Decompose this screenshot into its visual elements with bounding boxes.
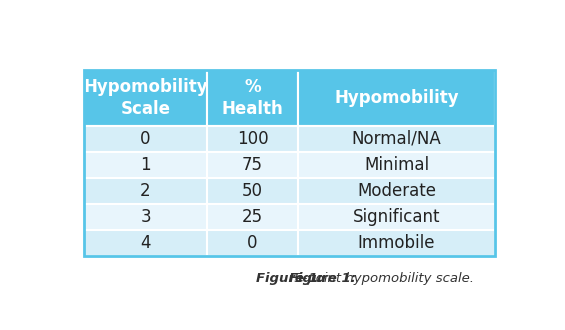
Text: 5-point hypomobility scale.: 5-point hypomobility scale. — [290, 272, 474, 285]
Text: Minimal: Minimal — [364, 156, 429, 174]
FancyBboxPatch shape — [207, 230, 298, 255]
Text: Figure 1:: Figure 1: — [256, 272, 323, 285]
Text: 75: 75 — [242, 156, 263, 174]
FancyBboxPatch shape — [207, 152, 298, 178]
FancyBboxPatch shape — [298, 70, 496, 126]
Text: 4: 4 — [140, 234, 151, 251]
FancyBboxPatch shape — [298, 230, 496, 255]
Text: Hypomobility
Scale: Hypomobility Scale — [83, 78, 208, 118]
FancyBboxPatch shape — [84, 126, 207, 152]
Text: 1: 1 — [140, 156, 151, 174]
Text: Moderate: Moderate — [357, 182, 436, 200]
FancyBboxPatch shape — [298, 126, 496, 152]
Text: Normal/NA: Normal/NA — [351, 130, 441, 148]
FancyBboxPatch shape — [298, 204, 496, 230]
Text: 50: 50 — [242, 182, 263, 200]
FancyBboxPatch shape — [84, 230, 207, 255]
Text: 2: 2 — [140, 182, 151, 200]
FancyBboxPatch shape — [207, 204, 298, 230]
FancyBboxPatch shape — [298, 178, 496, 204]
Text: Figure 1:: Figure 1: — [289, 272, 356, 285]
Text: Significant: Significant — [353, 208, 440, 226]
Text: Hypomobility: Hypomobility — [334, 89, 459, 107]
Text: 0: 0 — [247, 234, 258, 251]
Text: %
Health: % Health — [221, 78, 284, 118]
FancyBboxPatch shape — [84, 70, 207, 126]
Text: Immobile: Immobile — [358, 234, 435, 251]
Text: 0: 0 — [140, 130, 151, 148]
FancyBboxPatch shape — [84, 178, 207, 204]
Text: 25: 25 — [242, 208, 263, 226]
FancyBboxPatch shape — [298, 152, 496, 178]
FancyBboxPatch shape — [207, 70, 298, 126]
FancyBboxPatch shape — [84, 204, 207, 230]
FancyBboxPatch shape — [207, 178, 298, 204]
FancyBboxPatch shape — [207, 126, 298, 152]
Text: 100: 100 — [237, 130, 268, 148]
FancyBboxPatch shape — [84, 152, 207, 178]
Text: 3: 3 — [140, 208, 151, 226]
